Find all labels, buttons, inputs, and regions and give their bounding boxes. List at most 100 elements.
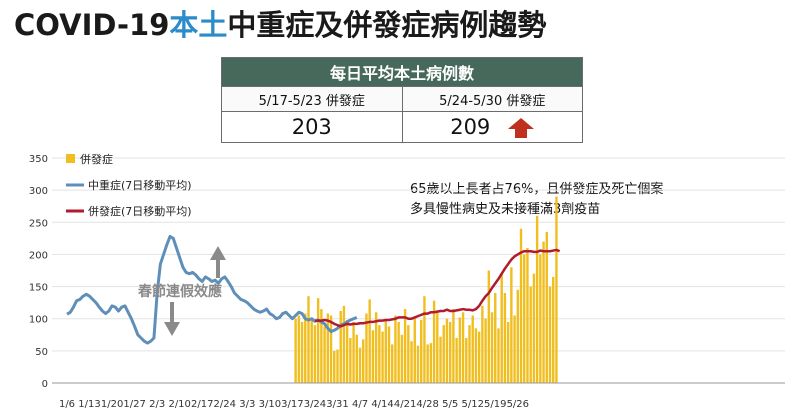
- complication-bar: [445, 318, 449, 383]
- complication-bar: [432, 300, 436, 383]
- complication-bar: [548, 286, 552, 383]
- complication-bar: [400, 334, 404, 383]
- complication-bar: [407, 325, 410, 383]
- legend-label: 併發症(7日移動平均): [88, 204, 192, 218]
- summary-col1-value-cell: 203: [221, 111, 403, 143]
- complication-bar: [374, 312, 378, 383]
- complication-bar: [455, 338, 458, 383]
- x-tick-label: 1/27: [123, 399, 145, 410]
- complication-bar: [358, 347, 362, 383]
- complication-bar: [510, 267, 513, 383]
- complication-bar: [416, 345, 420, 383]
- complication-bar: [516, 289, 519, 383]
- complication-bar: [539, 254, 542, 383]
- complication-bar: [523, 254, 526, 383]
- x-tick-label: 2/17: [191, 399, 213, 410]
- complication-bar: [320, 309, 323, 383]
- summary-header: 每日平均本土病例數: [221, 57, 583, 87]
- summary-table: 每日平均本土病例數 5/17-5/23 併發症 5/24-5/30 併發症 20…: [221, 57, 583, 143]
- x-tick-label: 2/3: [149, 399, 165, 410]
- complication-bar: [552, 276, 555, 383]
- complication-bar: [526, 248, 529, 383]
- summary-col2-label: 5/24-5/30 併發症: [401, 86, 583, 112]
- complication-bar: [307, 296, 310, 383]
- complication-bar: [529, 286, 532, 383]
- x-tick-label: 3/17: [281, 399, 303, 410]
- callout-up-arrowhead-icon: [210, 246, 226, 260]
- complication-bar: [381, 331, 384, 383]
- complication-7dma-line: [314, 248, 561, 328]
- annotation-line-2: 多具慢性病史及未接種滿3劑疫苗: [410, 202, 601, 217]
- x-tick-label: 5/5: [442, 399, 458, 410]
- y-tick-label: 200: [29, 250, 48, 261]
- y-tick-label: 50: [35, 347, 48, 358]
- complication-bar: [532, 273, 536, 383]
- complication-bar: [494, 293, 497, 383]
- x-tick-label: 4/21: [394, 399, 416, 410]
- x-tick-label: 1/20: [101, 399, 123, 410]
- summary-col1-value: 203: [291, 115, 332, 139]
- y-tick-label: 250: [29, 218, 48, 229]
- title-covid: COVID-19: [14, 8, 170, 42]
- complication-bar: [506, 321, 510, 383]
- complication-bar: [294, 318, 297, 383]
- complication-bar: [391, 344, 394, 383]
- complication-bar: [484, 318, 487, 383]
- x-tick-label: 1/6: [59, 399, 75, 410]
- complication-bar: [371, 330, 375, 383]
- summary-col1-label: 5/17-5/23 併發症: [221, 86, 403, 112]
- trend-up-arrow-icon: [508, 118, 535, 138]
- complication-bar: [387, 326, 391, 383]
- title-rest: 中重症及併發症病例趨勢: [227, 8, 547, 42]
- annotation-line-1: 65歲以上長者占76%，且併發症及死亡個案: [410, 182, 664, 197]
- complication-bar: [339, 311, 342, 383]
- complication-bar: [297, 315, 301, 383]
- complication-bar: [413, 318, 416, 383]
- y-tick-label: 350: [29, 154, 48, 165]
- title-local: 本土: [169, 8, 228, 42]
- summary-col2-value-cell: 209: [401, 111, 583, 143]
- complication-bar: [461, 312, 465, 383]
- x-tick-label: 5/19: [484, 399, 506, 410]
- complication-bar: [436, 312, 439, 383]
- complication-bar: [394, 315, 397, 383]
- complication-bar: [471, 315, 474, 383]
- complication-bar: [304, 313, 307, 383]
- callout-label: 春節連假效應: [137, 283, 222, 300]
- complication-bar: [355, 334, 358, 383]
- legend-label: 併發症: [80, 152, 113, 166]
- complication-bar: [349, 338, 352, 383]
- complication-bar: [458, 317, 462, 383]
- complication-bar: [542, 241, 545, 383]
- complication-bar: [333, 350, 336, 383]
- complication-bar: [423, 296, 426, 383]
- complication-bar: [439, 336, 442, 383]
- complication-bar: [336, 349, 339, 383]
- complication-bar: [448, 321, 452, 383]
- y-tick-label: 100: [29, 315, 48, 326]
- y-tick-label: 300: [29, 186, 48, 197]
- x-tick-label: 5/26: [507, 399, 529, 410]
- complication-bar: [365, 313, 368, 383]
- x-tick-label: 4/28: [416, 399, 438, 410]
- complication-bar: [555, 196, 558, 383]
- complication-bar: [452, 309, 455, 383]
- complication-bar: [474, 328, 478, 383]
- complication-bar: [362, 339, 365, 383]
- complication-bar: [465, 338, 468, 383]
- complication-bar: [310, 320, 313, 383]
- complication-bar: [378, 325, 381, 383]
- x-tick-label: 3/10: [259, 399, 281, 410]
- x-tick-label: 3/24: [304, 399, 326, 410]
- complication-bar: [410, 341, 413, 383]
- callout-down-arrowhead-icon: [164, 322, 180, 336]
- complication-bar: [429, 343, 433, 383]
- complication-bar: [300, 321, 304, 383]
- complication-bar: [316, 298, 320, 383]
- complication-bar: [403, 309, 407, 383]
- complication-bar: [352, 321, 355, 383]
- complication-bar: [384, 320, 387, 383]
- y-tick-label: 150: [29, 283, 48, 294]
- complication-bar: [329, 315, 333, 383]
